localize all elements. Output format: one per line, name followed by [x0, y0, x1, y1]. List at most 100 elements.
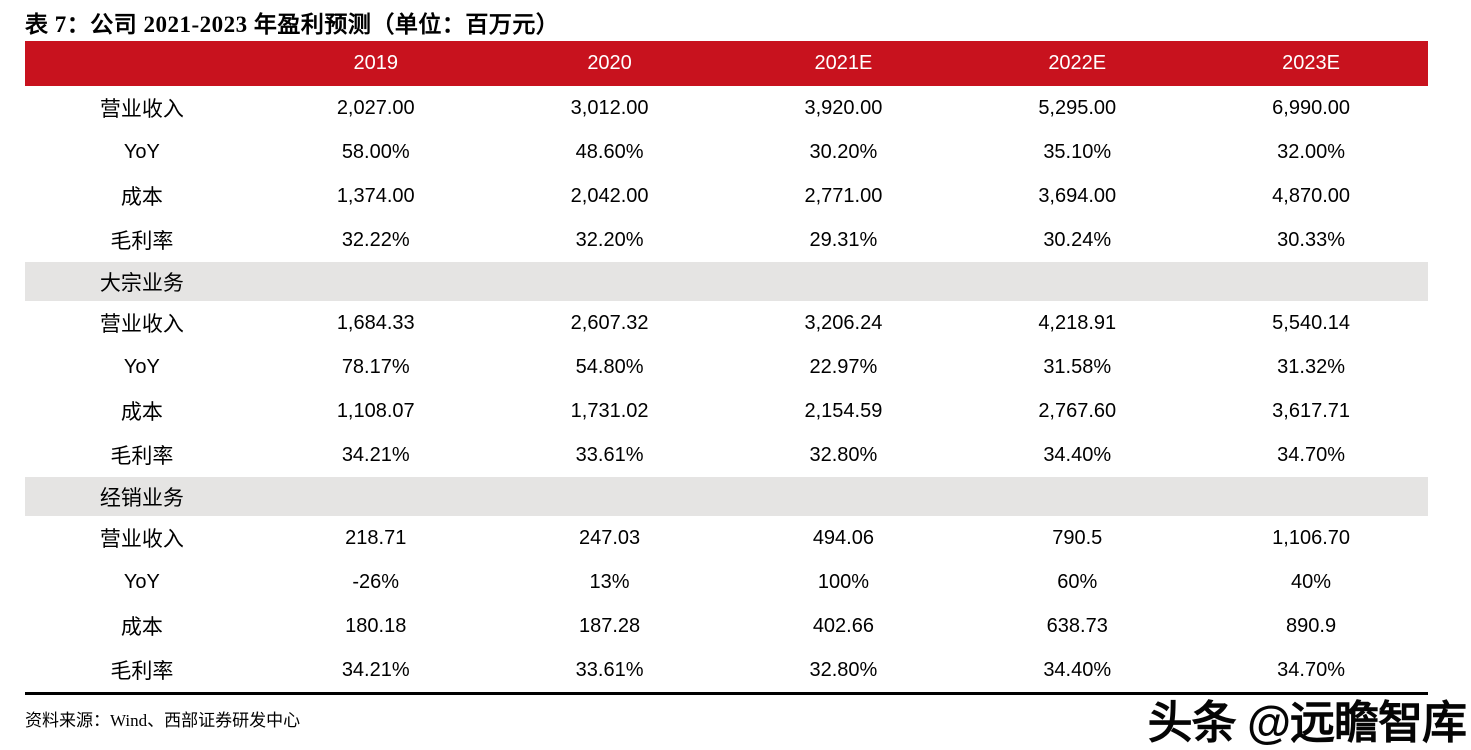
header-cell-2020: 2020 [587, 52, 632, 74]
data-cell: 638.73 [1046, 614, 1108, 637]
row-label: 营业收入 [99, 97, 184, 121]
table-row: 营业收入 1,684.33 2,607.32 3,206.24 4,218.91 5,54… [25, 301, 1428, 345]
data-cell: 78.17% [341, 355, 410, 378]
data-cell: 60% [1057, 570, 1098, 593]
data-cell: 790.5 [1052, 526, 1103, 549]
table-row: 毛利率 34.21% 33.61% 32.80% 34.40% 34.70% [25, 433, 1428, 477]
data-cell: 187.28 [578, 614, 641, 637]
row-label: YoY [123, 570, 160, 593]
data-cell: 2,767.60 [1038, 399, 1117, 422]
watermark: 头条 @远瞻智库 [1147, 697, 1467, 748]
data-cell: 34.21% [341, 443, 410, 466]
data-cell: 32.20% [575, 228, 644, 251]
table-row: YoY 58.00% 48.60% 30.20% 35.10% 32.00% [25, 130, 1428, 174]
row-label: 毛利率 [110, 444, 174, 468]
data-cell: 1,374.00 [336, 184, 415, 207]
row-label: 毛利率 [110, 659, 174, 683]
section-row: 经销业务 [25, 477, 1428, 516]
table-row: 成本 1,374.00 2,042.00 2,771.00 3,694.00 4,870.… [25, 174, 1428, 218]
section-label: 大宗业务 [99, 270, 184, 295]
source-note: 资料来源：Wind、西部证券研发中心 [25, 711, 301, 730]
header-cell-2019: 2019 [353, 52, 398, 74]
row-label: 营业收入 [99, 527, 184, 551]
table-body: 营业收入 2,027.00 3,012.00 3,920.00 5,295.00 6,99… [25, 86, 1428, 692]
data-cell: 40% [1291, 570, 1332, 593]
header-cell-2021e: 2021E [814, 52, 873, 74]
data-cell: 32.80% [809, 658, 878, 681]
table-row: 毛利率 34.21% 33.61% 32.80% 34.40% 34.70% [25, 648, 1428, 692]
data-cell: 32.80% [809, 443, 878, 466]
data-cell: 48.60% [575, 140, 644, 163]
data-cell: 30.24% [1043, 228, 1112, 251]
table-row: 成本 180.18 187.28 402.66 638.73 890.9 [25, 604, 1428, 648]
data-cell: 33.61% [575, 443, 644, 466]
table-row: 成本 1,108.07 1,731.02 2,154.59 2,767.60 3,617.… [25, 389, 1428, 433]
data-cell: 4,870.00 [1272, 184, 1350, 207]
data-cell: 1,684.33 [336, 311, 415, 334]
data-cell: -26% [352, 570, 400, 593]
data-cell: 4,218.91 [1038, 311, 1117, 334]
data-cell: 2,771.00 [804, 184, 883, 207]
data-cell: 34.70% [1277, 443, 1345, 466]
data-cell: 2,607.32 [570, 311, 649, 334]
header-cell-2022e: 2022E [1048, 52, 1107, 74]
data-cell: 2,154.59 [804, 399, 883, 422]
table-row: YoY -26% 13% 100% 60% 40% [25, 560, 1428, 604]
data-cell: 29.31% [809, 228, 878, 251]
data-cell: 30.33% [1277, 228, 1345, 251]
data-cell: 1,731.02 [570, 399, 649, 422]
header-cell-2023e: 2023E [1282, 52, 1340, 74]
section-label: 经销业务 [99, 485, 184, 510]
data-cell: 13% [589, 570, 630, 593]
data-cell: 402.66 [812, 614, 874, 637]
table-row: 营业收入 218.71 247.03 494.06 790.5 1,106.70 [25, 516, 1428, 560]
data-cell: 22.97% [809, 355, 878, 378]
data-cell: 2,042.00 [570, 184, 649, 207]
row-label: 营业收入 [99, 312, 184, 336]
table-title: 表 7：公司 2021-2023 年盈利预测（单位：百万元） [25, 12, 560, 37]
data-cell: 1,106.70 [1272, 526, 1350, 549]
data-cell: 34.21% [341, 658, 410, 681]
data-cell: 34.40% [1043, 443, 1112, 466]
data-cell: 3,012.00 [570, 96, 649, 119]
data-cell: 218.71 [345, 526, 407, 549]
data-cell: 494.06 [812, 526, 874, 549]
data-cell: 247.03 [578, 526, 641, 549]
data-cell: 31.58% [1043, 355, 1112, 378]
row-label: 成本 [120, 185, 163, 209]
row-label: 毛利率 [110, 229, 174, 253]
data-cell: 3,617.71 [1272, 399, 1350, 422]
data-cell: 54.80% [575, 355, 644, 378]
data-cell: 31.32% [1277, 355, 1345, 378]
data-cell: 2,027.00 [336, 96, 415, 119]
data-cell: 100% [817, 570, 869, 593]
data-cell: 1,108.07 [336, 399, 415, 422]
data-cell: 5,295.00 [1038, 96, 1117, 119]
data-cell: 32.22% [341, 228, 410, 251]
data-cell: 32.00% [1277, 140, 1345, 163]
table-header-row: 2019 2020 2021E 2022E 2023E [25, 41, 1428, 86]
table-row: 毛利率 32.22% 32.20% 29.31% 30.24% 30.33% [25, 218, 1428, 262]
data-cell: 6,990.00 [1272, 96, 1350, 119]
section-row: 大宗业务 [25, 262, 1428, 301]
row-label: YoY [123, 355, 160, 378]
row-label: 成本 [120, 615, 163, 639]
data-cell: 34.70% [1277, 658, 1345, 681]
data-cell: 3,920.00 [804, 96, 883, 119]
row-label: 成本 [120, 400, 163, 424]
data-cell: 5,540.14 [1272, 311, 1350, 334]
data-cell: 890.9 [1286, 614, 1337, 637]
row-label: YoY [123, 140, 160, 163]
data-cell: 180.18 [345, 614, 407, 637]
data-cell: 58.00% [341, 140, 410, 163]
table-row: 营业收入 2,027.00 3,012.00 3,920.00 5,295.00 6,99… [25, 86, 1428, 130]
data-cell: 33.61% [575, 658, 644, 681]
data-cell: 3,694.00 [1038, 184, 1117, 207]
data-cell: 30.20% [809, 140, 878, 163]
data-cell: 3,206.24 [804, 311, 883, 334]
profit-forecast-table: 2019 2020 2021E 2022E 2023E 营业收入 2,027.00… [25, 41, 1428, 692]
table-bottom-rule [25, 692, 1428, 695]
table-row: YoY 78.17% 54.80% 22.97% 31.58% 31.32% [25, 345, 1428, 389]
data-cell: 34.40% [1043, 658, 1112, 681]
